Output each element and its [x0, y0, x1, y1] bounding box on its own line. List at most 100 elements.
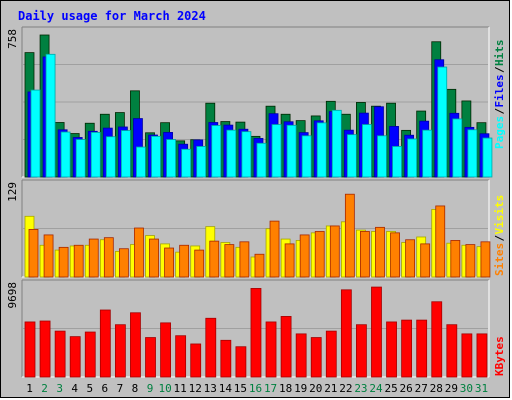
bar-kbytes-day-31 — [476, 333, 488, 378]
bar-kbytes-day-10 — [160, 322, 171, 378]
bar-pages-day-8 — [136, 146, 146, 178]
panel-3-ymax-label: 9698 — [6, 282, 19, 309]
bar-sites-day-27 — [420, 243, 431, 278]
bar-pages-day-31 — [482, 137, 493, 178]
bar-sites-day-20 — [314, 231, 325, 278]
bar-pages-day-14 — [226, 129, 237, 178]
bar-sites-day-11 — [179, 244, 190, 278]
bar-sites-day-10 — [164, 247, 174, 278]
day-label-3: 3 — [56, 382, 63, 395]
legend-pages: Pages — [493, 116, 506, 149]
bar-kbytes-day-19 — [295, 333, 307, 378]
bar-pages-day-6 — [105, 136, 116, 178]
bar-kbytes-day-1 — [24, 321, 36, 378]
day-label-19: 19 — [294, 382, 307, 395]
bar-sites-day-29 — [450, 240, 461, 278]
legend-files: Files — [493, 74, 506, 107]
legend-separator: / — [493, 108, 506, 115]
bar-pages-day-24 — [377, 135, 387, 178]
day-label-24: 24 — [369, 382, 383, 395]
bar-sites-day-26 — [405, 239, 416, 278]
bar-pages-day-16 — [256, 142, 267, 178]
bar-pages-day-20 — [316, 122, 327, 178]
bar-pages-day-2 — [45, 53, 56, 178]
bar-pages-day-9 — [151, 135, 161, 178]
bar-sites-day-19 — [299, 234, 310, 278]
day-label-31: 31 — [475, 382, 488, 395]
bar-pages-day-10 — [166, 139, 176, 178]
bar-sites-day-30 — [465, 244, 476, 278]
panel-2-ymax-label: 129 — [6, 182, 19, 202]
bar-kbytes-day-4 — [69, 336, 81, 378]
bar-pages-day-11 — [181, 148, 192, 178]
day-label-1: 1 — [26, 382, 33, 395]
bar-sites-day-24 — [375, 226, 385, 278]
day-label-28: 28 — [430, 382, 443, 395]
bar-kbytes-day-8 — [130, 312, 141, 378]
day-label-21: 21 — [324, 382, 337, 395]
bar-pages-day-18 — [286, 124, 297, 178]
bar-sites-day-16 — [254, 253, 265, 278]
day-label-18: 18 — [279, 382, 292, 395]
bar-pages-day-22 — [346, 134, 357, 178]
bar-pages-day-26 — [407, 138, 418, 178]
bar-kbytes-day-24 — [371, 286, 382, 378]
legend-visits: Visits — [493, 195, 506, 235]
legend-sites: Sites — [493, 243, 506, 276]
day-label-5: 5 — [86, 382, 93, 395]
bar-kbytes-day-5 — [84, 331, 96, 378]
day-label-30: 30 — [460, 382, 473, 395]
bar-sites-day-7 — [118, 248, 129, 278]
legend-separator: / — [493, 235, 506, 242]
day-label-27: 27 — [415, 382, 428, 395]
bar-kbytes-day-25 — [386, 321, 397, 378]
day-label-15: 15 — [234, 382, 247, 395]
bar-kbytes-day-7 — [114, 324, 126, 378]
legend-kbytes: KBytes — [493, 336, 506, 376]
bar-sites-day-22 — [344, 193, 355, 278]
bar-pages-day-28 — [437, 66, 448, 178]
bar-kbytes-day-20 — [310, 337, 322, 378]
bar-pages-day-27 — [422, 129, 433, 178]
bar-pages-day-1 — [30, 89, 41, 178]
bar-pages-day-13 — [211, 125, 222, 178]
day-label-8: 8 — [132, 382, 139, 395]
bar-sites-day-3 — [58, 246, 69, 278]
day-label-10: 10 — [158, 382, 171, 395]
bar-kbytes-day-17 — [265, 321, 277, 378]
bar-pages-day-12 — [196, 146, 207, 178]
day-label-7: 7 — [117, 382, 124, 395]
bar-kbytes-day-27 — [416, 319, 428, 378]
bar-sites-day-25 — [390, 232, 400, 278]
bar-sites-day-18 — [284, 243, 295, 278]
bar-kbytes-day-9 — [145, 337, 156, 378]
bar-kbytes-day-3 — [54, 330, 66, 378]
bar-kbytes-day-30 — [461, 333, 473, 378]
day-label-25: 25 — [384, 382, 397, 395]
bar-kbytes-day-13 — [205, 317, 217, 378]
bar-kbytes-day-16 — [250, 288, 262, 378]
bar-sites-day-9 — [149, 238, 159, 278]
day-label-6: 6 — [102, 382, 109, 395]
day-label-16: 16 — [249, 382, 262, 395]
day-label-2: 2 — [41, 382, 48, 395]
legend-hits: Hits — [493, 40, 506, 67]
bar-kbytes-day-18 — [280, 316, 292, 378]
bar-pages-day-17 — [271, 124, 282, 178]
bar-pages-day-21 — [331, 109, 342, 178]
bar-pages-day-7 — [120, 130, 131, 178]
bar-sites-day-6 — [103, 237, 114, 278]
day-label-23: 23 — [354, 382, 367, 395]
bar-sites-day-28 — [435, 205, 446, 278]
bar-kbytes-day-21 — [325, 330, 337, 378]
day-label-4: 4 — [71, 382, 78, 395]
day-label-14: 14 — [219, 382, 233, 395]
bar-pages-day-5 — [90, 132, 101, 178]
bar-sites-day-2 — [43, 234, 54, 278]
bar-sites-day-13 — [209, 240, 220, 278]
bar-sites-day-5 — [88, 238, 99, 278]
bar-kbytes-day-2 — [39, 320, 51, 378]
bar-kbytes-day-23 — [356, 324, 367, 378]
day-label-13: 13 — [204, 382, 217, 395]
